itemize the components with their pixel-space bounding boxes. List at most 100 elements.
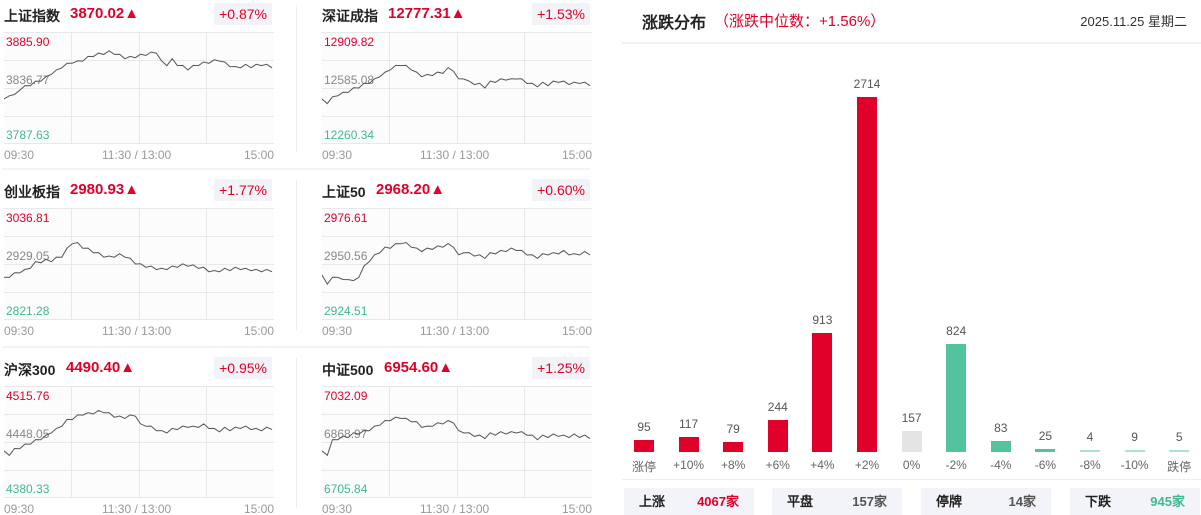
trade-date: 2025.11.25 星期二 (1080, 14, 1187, 29)
index-card-zz500[interactable]: 中证500 6954.60▲ +1.25% 7032.09 6868.97 67… (320, 354, 592, 515)
intraday-chart[interactable]: 7032.09 6868.97 6705.84 (322, 386, 592, 498)
change-pct-badge: +1.25% (532, 357, 590, 379)
y-mid-label: 3836.77 (6, 73, 50, 87)
index-card-sh[interactable]: 上证指数 3870.02▲ +0.87% 3885.90 3836.77 378… (2, 0, 274, 170)
time-start: 09:30 (322, 324, 353, 338)
y-mid-label: 4448.05 (6, 427, 50, 441)
bar-value-label: 9 (1131, 430, 1138, 444)
index-panel: 上证指数 3870.02▲ +0.87% 3885.90 3836.77 378… (0, 0, 600, 515)
gridline (71, 387, 72, 497)
bar-category-label: 0% (902, 458, 921, 472)
bar--6%[interactable] (1035, 449, 1056, 452)
gridline (389, 387, 390, 497)
time-end: 15:00 (243, 502, 274, 515)
row-divider (2, 346, 590, 348)
bar-category-label: -4% (990, 458, 1012, 472)
y-high-label: 3036.81 (6, 211, 50, 225)
intraday-chart[interactable]: 3036.81 2929.05 2821.28 (4, 208, 274, 320)
intraday-chart[interactable]: 2976.61 2950.56 2924.51 (322, 208, 592, 320)
bar-0%[interactable] (901, 431, 922, 452)
y-high-label: 3885.90 (6, 35, 50, 49)
bar-value-label: 2714 (853, 77, 881, 91)
bar-category-label: +8% (721, 458, 746, 472)
bar-+8%[interactable] (723, 442, 744, 452)
bar-涨停[interactable] (634, 440, 654, 452)
bar-category-label: -6% (1034, 458, 1057, 472)
y-low-label: 3787.63 (6, 128, 50, 142)
gridline (139, 33, 140, 143)
y-low-label: 6705.84 (324, 482, 368, 496)
bar-category-label: +4% (810, 458, 835, 472)
bar-跌停[interactable] (1169, 450, 1190, 452)
bar--4%[interactable] (990, 441, 1011, 452)
y-high-label: 4515.76 (6, 389, 50, 403)
y-high-label: 2976.61 (324, 211, 368, 225)
index-price: 12777.31▲ (388, 5, 466, 22)
index-name: 中证500 (322, 362, 374, 378)
price-line (4, 50, 273, 100)
time-start: 09:30 (322, 502, 353, 515)
bar-value-label: 824 (946, 324, 967, 338)
bar--10%[interactable] (1124, 450, 1145, 452)
bar-value-label: 4 (1086, 430, 1094, 444)
bar-category-label: +6% (765, 458, 790, 472)
index-name: 深证成指 (322, 8, 378, 24)
time-mid: 11:30 / 13:00 (420, 502, 490, 515)
bar-+4%[interactable] (812, 333, 833, 452)
gridline (206, 33, 207, 143)
intraday-chart[interactable]: 3885.90 3836.77 3787.63 (4, 32, 274, 144)
stat-down: 下跌 945家 (1070, 488, 1200, 515)
change-pct-badge: +1.77% (214, 179, 272, 201)
stat-value: 14家 (1008, 494, 1036, 509)
stat-suspended: 停牌 14家 (921, 488, 1051, 515)
row-divider (2, 168, 590, 170)
median-change: （涨跌中位数：+1.56%） (714, 13, 886, 30)
time-end: 15:00 (561, 148, 592, 162)
y-mid-label: 2950.56 (324, 249, 368, 263)
header-divider (622, 42, 1201, 44)
chart-divider (622, 479, 1201, 480)
gridline (139, 387, 140, 497)
time-end: 15:00 (243, 148, 274, 162)
y-mid-label: 6868.97 (324, 427, 368, 441)
time-mid: 11:30 / 13:00 (102, 502, 172, 515)
price-line (322, 64, 591, 105)
index-card-sz[interactable]: 深证成指 12777.31▲ +1.53% 12909.82 12585.08 … (320, 0, 592, 170)
bar-value-label: 79 (726, 422, 740, 436)
card-header: 中证500 6954.60▲ +1.25% (320, 357, 590, 379)
bar-value-label: 157 (901, 411, 922, 425)
bar-category-label: +10% (673, 458, 705, 472)
bar--8%[interactable] (1080, 450, 1100, 452)
bar-+2%[interactable] (857, 97, 877, 452)
y-low-label: 2924.51 (324, 304, 368, 318)
card-header: 沪深300 4490.40▲ +0.95% (2, 357, 272, 379)
gridline (457, 209, 458, 319)
time-mid: 11:30 / 13:00 (420, 324, 490, 338)
card-header: 上证50 2968.20▲ +0.60% (320, 179, 590, 201)
column-divider (296, 5, 297, 153)
index-name: 创业板指 (4, 184, 60, 200)
time-mid: 11:30 / 13:00 (420, 148, 490, 162)
time-start: 09:30 (4, 324, 35, 338)
gridline (457, 387, 458, 497)
gridline (524, 387, 525, 497)
y-mid-label: 12585.08 (324, 73, 375, 87)
stat-label: 停牌 (936, 494, 963, 509)
gridline (389, 209, 390, 319)
bar--2%[interactable] (946, 344, 967, 452)
y-high-label: 12909.82 (324, 35, 375, 49)
index-card-sz50[interactable]: 上证50 2968.20▲ +0.60% 2976.61 2950.56 292… (320, 176, 592, 346)
bar-+6%[interactable] (767, 420, 788, 452)
stat-label: 平盘 (787, 494, 814, 509)
panel-title: 涨跌分布 (642, 15, 707, 32)
index-card-cyb[interactable]: 创业板指 2980.93▲ +1.77% 3036.81 2929.05 282… (2, 176, 274, 346)
bar-+10%[interactable] (678, 437, 699, 452)
index-card-hs300[interactable]: 沪深300 4490.40▲ +0.95% 4515.76 4448.05 43… (2, 354, 274, 515)
intraday-chart[interactable]: 4515.76 4448.05 4380.33 (4, 386, 274, 498)
change-pct-badge: +0.87% (214, 3, 272, 25)
column-divider (296, 180, 297, 330)
intraday-chart[interactable]: 12909.82 12585.08 12260.34 (322, 32, 592, 144)
index-name: 沪深300 (4, 362, 56, 378)
bar-category-label: -8% (1079, 458, 1101, 472)
bar-category-label: 涨停 (631, 460, 656, 474)
